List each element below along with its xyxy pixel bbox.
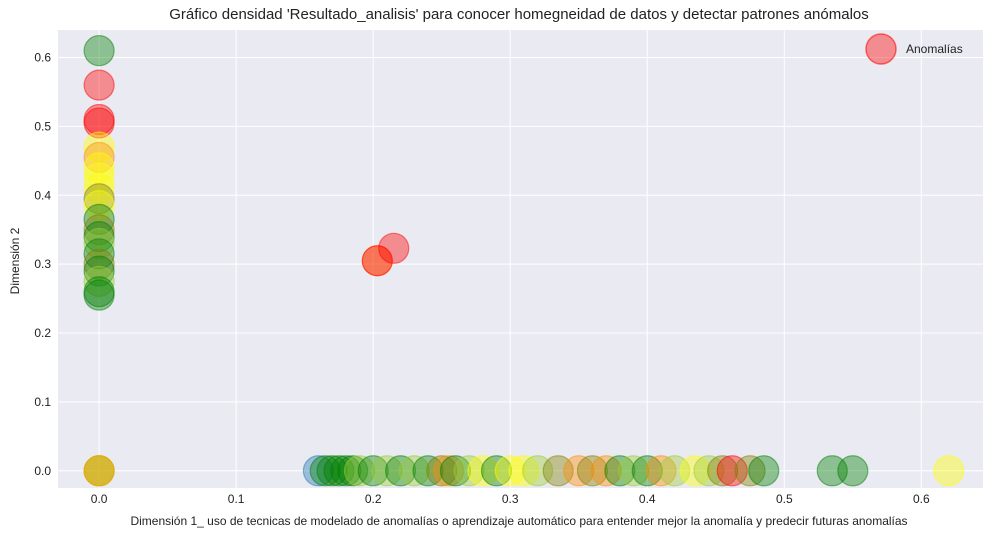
x-tick-label: 0.3 <box>502 492 519 506</box>
data-point <box>716 455 748 487</box>
y-tick-label: 0.2 <box>34 326 51 340</box>
x-tick-label: 0.0 <box>91 492 108 506</box>
data-point <box>83 69 115 101</box>
data-point <box>494 455 526 487</box>
data-point <box>453 455 485 487</box>
data-point <box>83 455 115 487</box>
data-point <box>83 214 115 246</box>
data-point <box>480 455 513 487</box>
data-point <box>83 265 115 297</box>
data-point <box>707 455 739 487</box>
data-points <box>83 35 965 487</box>
x-tick-label: 0.5 <box>776 492 793 506</box>
data-point <box>384 455 417 487</box>
x-tick-label: 0.6 <box>913 492 930 506</box>
data-point <box>734 455 766 487</box>
y-axis-ticks: 0.0 0.1 0.2 0.3 0.4 0.5 0.6 <box>34 51 51 478</box>
data-point <box>645 455 677 487</box>
data-point <box>679 455 711 487</box>
data-point <box>83 203 115 235</box>
data-point <box>693 455 725 487</box>
data-point <box>590 455 622 487</box>
data-point <box>604 455 636 487</box>
chart-title: Gráfico densidad 'Resultado_analisis' pa… <box>169 6 869 23</box>
data-point <box>83 172 115 205</box>
data-point <box>361 245 393 277</box>
data-point <box>398 455 430 487</box>
y-tick-label: 0.3 <box>34 257 51 271</box>
x-tick-label: 0.4 <box>639 492 656 506</box>
data-point <box>748 455 780 487</box>
data-point <box>467 455 499 487</box>
x-tick-label: 0.2 <box>365 492 382 506</box>
data-point <box>357 455 389 487</box>
data-point <box>83 279 115 311</box>
y-tick-label: 0.6 <box>34 51 51 65</box>
data-point <box>343 455 376 487</box>
data-point <box>576 455 609 487</box>
data-point <box>83 190 115 222</box>
data-point <box>837 455 869 487</box>
data-point <box>371 455 403 487</box>
data-point <box>508 455 540 487</box>
x-axis-ticks: 0.0 0.1 0.2 0.3 0.4 0.5 0.6 <box>91 492 930 506</box>
data-point <box>933 455 965 487</box>
data-point <box>378 232 410 264</box>
data-point <box>439 455 472 487</box>
x-axis-label: Dimensión 1_ uso de tecnicas de modelado… <box>130 514 908 528</box>
data-point <box>563 455 595 487</box>
legend: Anomalías <box>865 33 963 65</box>
y-tick-label: 0.5 <box>34 119 51 133</box>
y-axis-label: Dimensión 2 <box>8 227 22 295</box>
data-point <box>426 455 458 487</box>
legend-marker <box>865 33 897 65</box>
data-point <box>330 455 362 487</box>
data-point <box>631 455 663 487</box>
data-point <box>617 455 650 487</box>
x-tick-label: 0.1 <box>228 492 245 506</box>
y-tick-label: 0.4 <box>34 188 51 202</box>
grid-lines <box>58 30 983 488</box>
data-point <box>83 221 115 253</box>
data-point <box>83 107 115 139</box>
y-tick-label: 0.0 <box>34 464 51 478</box>
y-tick-label: 0.1 <box>34 395 51 409</box>
data-point <box>83 238 115 270</box>
data-point <box>83 35 115 67</box>
plot-area <box>58 30 983 488</box>
legend-label: Anomalías <box>906 42 963 56</box>
data-point <box>83 248 115 280</box>
